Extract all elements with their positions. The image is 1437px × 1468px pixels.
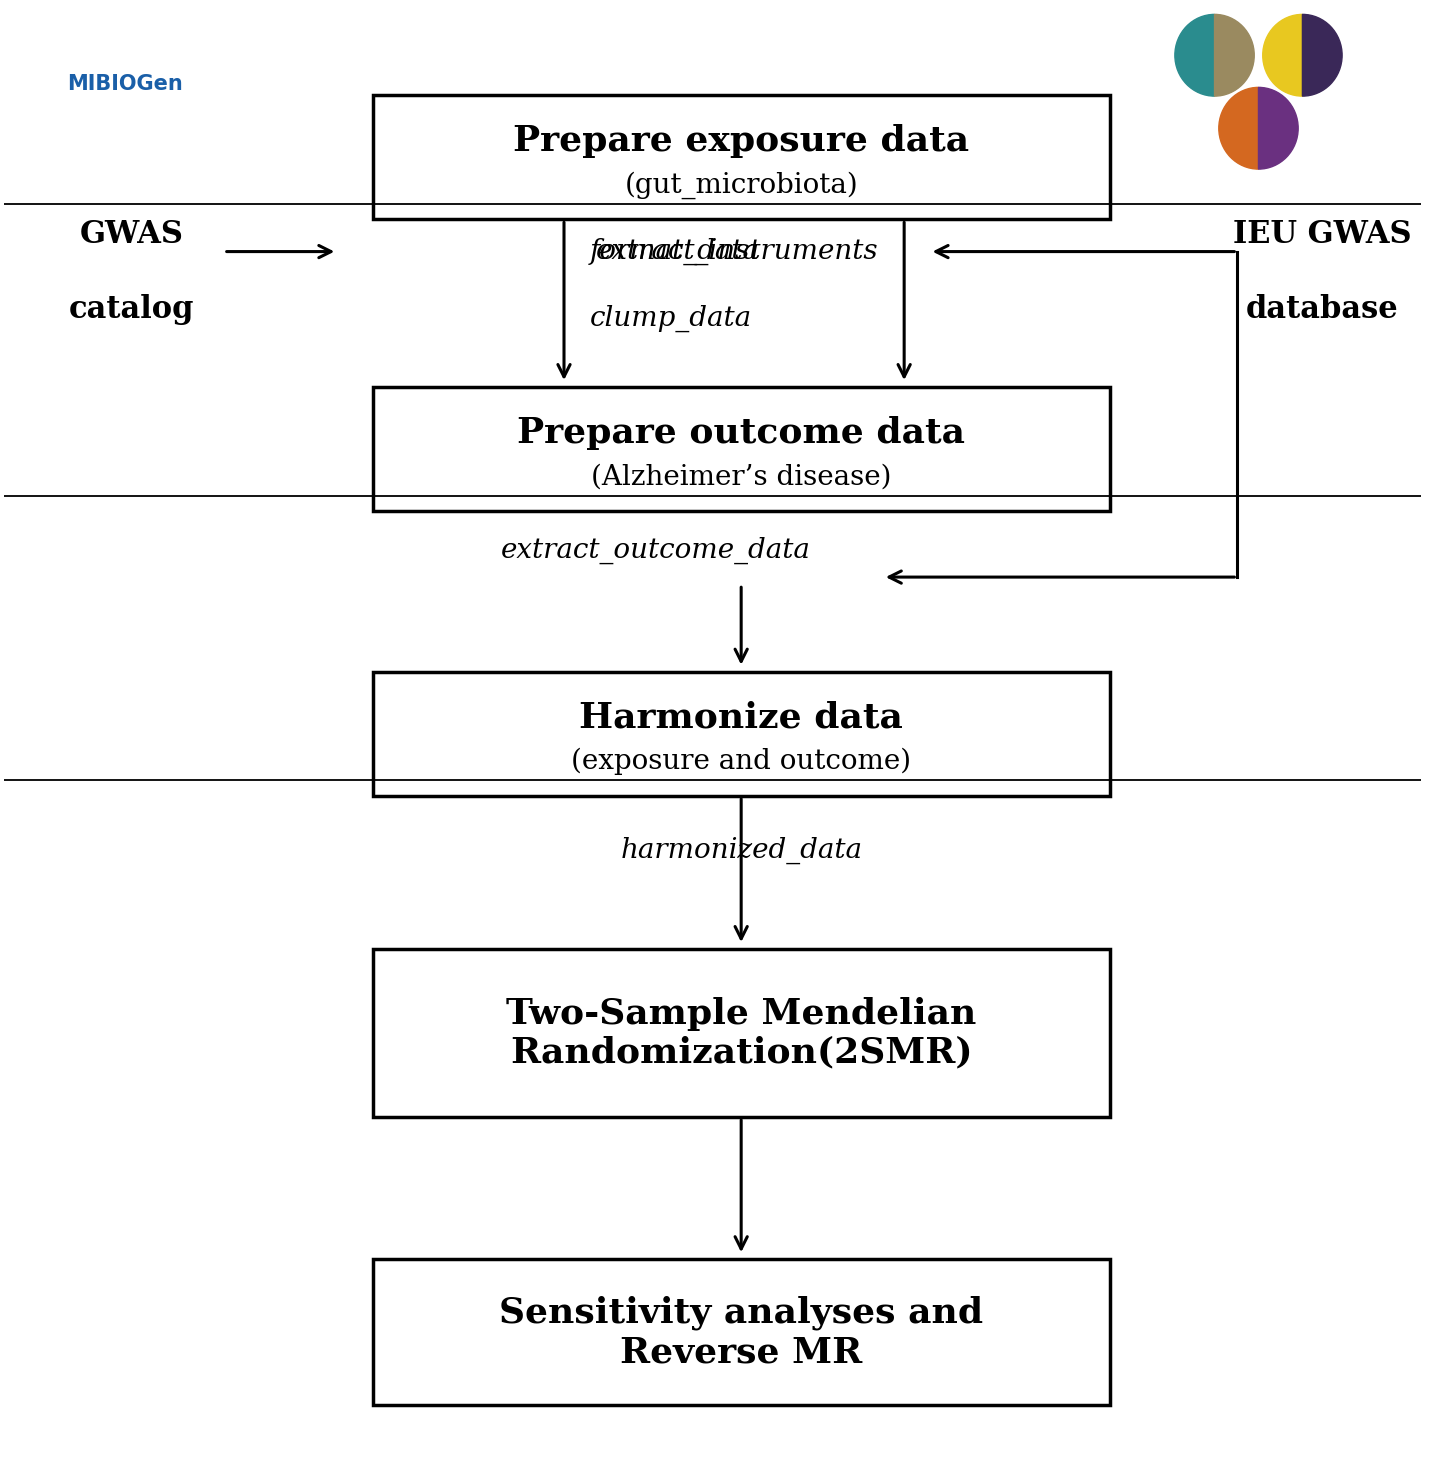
Text: Prepare exposure data: Prepare exposure data	[513, 125, 969, 159]
Wedge shape	[1263, 15, 1302, 95]
Text: catalog: catalog	[69, 295, 194, 326]
Text: extract_instruments: extract_instruments	[596, 238, 878, 266]
Text: Two-Sample Mendelian
Randomization(2SMR): Two-Sample Mendelian Randomization(2SMR)	[506, 997, 976, 1070]
Text: (Alzheimer’s disease): (Alzheimer’s disease)	[591, 464, 891, 490]
Wedge shape	[1259, 88, 1298, 169]
Text: database: database	[1246, 295, 1398, 326]
Wedge shape	[1214, 15, 1255, 95]
Text: GWAS: GWAS	[79, 219, 184, 250]
FancyBboxPatch shape	[372, 95, 1109, 220]
FancyBboxPatch shape	[372, 1260, 1109, 1405]
Wedge shape	[1175, 15, 1214, 95]
Text: MIBIOGen: MIBIOGen	[66, 75, 182, 94]
Text: Harmonize data: Harmonize data	[579, 700, 902, 735]
Text: harmonized_data: harmonized_data	[621, 837, 862, 865]
Text: Sensitivity analyses and
Reverse MR: Sensitivity analyses and Reverse MR	[499, 1296, 983, 1370]
Text: format_data: format_data	[589, 238, 760, 266]
Wedge shape	[1219, 88, 1259, 169]
FancyBboxPatch shape	[372, 950, 1109, 1117]
Text: extract_outcome_data: extract_outcome_data	[502, 537, 810, 564]
FancyBboxPatch shape	[372, 388, 1109, 511]
Text: (gut_microbiota): (gut_microbiota)	[624, 170, 858, 198]
Text: IEU GWAS: IEU GWAS	[1233, 219, 1411, 250]
FancyBboxPatch shape	[372, 672, 1109, 796]
Text: (exposure and outcome): (exposure and outcome)	[570, 747, 911, 775]
Wedge shape	[1302, 15, 1342, 95]
Text: Prepare outcome data: Prepare outcome data	[517, 417, 966, 451]
Text: clump_data: clump_data	[589, 304, 752, 332]
